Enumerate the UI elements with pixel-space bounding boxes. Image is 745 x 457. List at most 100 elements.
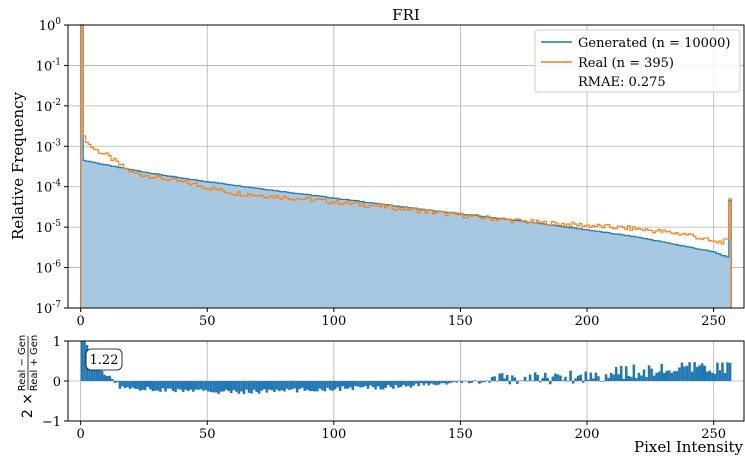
bottom-y-ticks: 1 0 −1 (42, 335, 68, 430)
diff-bar-27 (149, 381, 152, 390)
diff-bar-21 (133, 381, 137, 389)
diff-bar-198 (581, 381, 585, 383)
diff-bar-168 (506, 374, 509, 381)
diff-bar-103 (341, 381, 344, 387)
diff-bar-80 (283, 381, 286, 392)
diff-bar-214 (622, 378, 626, 381)
diff-bar-207 (604, 374, 608, 381)
bottom-xtick-label-150: 150 (448, 427, 473, 442)
diff-bar-127 (402, 381, 405, 385)
diff-bar-41 (184, 381, 187, 390)
bottom-ytick-label-1: 0 (53, 375, 61, 390)
diff-bar-83 (290, 381, 294, 390)
diff-bar-232 (668, 370, 671, 381)
diff-bar-88 (303, 381, 306, 391)
bottom-xtick-label-50: 50 (199, 427, 216, 442)
diff-bar-56 (222, 381, 225, 392)
diff-bar-45 (194, 381, 198, 390)
diff-bar-59 (230, 381, 233, 394)
diff-bar-78 (278, 381, 281, 392)
diff-bar-144 (445, 381, 448, 385)
diff-bar-129 (407, 381, 410, 386)
diff-bar-193 (569, 370, 572, 381)
diff-bar-213 (619, 365, 623, 381)
diff-bar-38 (176, 381, 180, 389)
diff-bar-136 (424, 381, 428, 384)
diff-bar-245 (700, 363, 704, 381)
diff-bar-162 (490, 376, 494, 381)
diff-bar-115 (371, 381, 375, 388)
diff-bar-151 (462, 380, 466, 382)
diff-bar-90 (308, 381, 312, 392)
diff-bar-163 (493, 376, 496, 381)
diff-bar-104 (343, 381, 347, 389)
diff-bar-141 (437, 381, 441, 385)
diff-bar-192 (566, 381, 570, 382)
diff-bar-177 (528, 374, 532, 381)
diff-bar-22 (136, 381, 139, 390)
diff-bar-218 (632, 364, 636, 381)
bottom-ytick-label-2: −1 (42, 415, 61, 430)
diff-bar-206 (602, 381, 605, 382)
diff-bar-225 (650, 368, 653, 381)
diff-bar-173 (518, 380, 522, 381)
diff-bar-48 (202, 381, 205, 391)
diff-bar-47 (199, 381, 203, 390)
diff-bar-89 (305, 381, 309, 390)
bottom-xtick-label-200: 200 (575, 427, 600, 442)
diff-bar-70 (257, 381, 261, 394)
diff-bar-244 (698, 365, 701, 381)
diff-bar-76 (273, 381, 276, 392)
diff-bar-101 (336, 381, 339, 388)
diff-bar-148 (455, 381, 458, 383)
diff-bar-143 (442, 381, 446, 383)
legend-box (534, 29, 741, 93)
diff-bar-105 (346, 381, 350, 389)
diff-bar-0 (80, 341, 84, 381)
diff-bar-25 (143, 381, 147, 391)
diff-bar-199 (584, 371, 588, 381)
diff-bar-180 (536, 374, 539, 381)
diff-bar-130 (409, 381, 413, 388)
diff-bar-172 (516, 381, 519, 384)
diff-bar-175 (523, 376, 527, 381)
diff-bar-85 (295, 381, 299, 393)
diff-bar-65 (245, 381, 248, 390)
diff-bar-202 (592, 378, 595, 381)
diff-bar-223 (645, 376, 648, 381)
top-y-ticks: 100 10-1 10-2 10-3 10-4 10-5 10-6 10-7 (36, 17, 68, 317)
diff-bar-95 (321, 381, 324, 391)
diff-bar-66 (247, 381, 251, 393)
diff-bar-29 (154, 381, 157, 391)
top-ytick-label-5: 10-5 (36, 219, 62, 236)
diff-bar-97 (326, 381, 329, 388)
callout-value: 1.22 (90, 353, 119, 368)
diff-bar-102 (338, 381, 342, 392)
diff-bar-159 (483, 381, 486, 383)
diff-bar-12 (111, 378, 114, 381)
diff-bar-134 (419, 381, 423, 384)
diff-bar-94 (318, 381, 322, 389)
generated-fill (80, 25, 732, 308)
diff-bar-123 (392, 381, 395, 389)
diff-bar-49 (204, 381, 208, 390)
diff-bar-210 (612, 374, 615, 381)
diff-bar-221 (640, 375, 643, 381)
diff-bar-46 (197, 381, 200, 390)
diff-bar-54 (217, 381, 220, 394)
top-x-ticks: 0 50 100 150 200 250 (77, 308, 726, 329)
callout-box (85, 348, 123, 371)
diff-bar-112 (364, 381, 367, 387)
diff-bar-67 (250, 381, 253, 394)
bottom-xtick-label-100: 100 (321, 427, 346, 442)
diff-bar-161 (488, 381, 491, 383)
diff-bar-118 (379, 381, 382, 390)
diff-bar-196 (576, 375, 580, 381)
top-xtick-label-50: 50 (199, 314, 216, 329)
diff-bar-201 (589, 372, 593, 381)
diff-bar-13 (113, 381, 117, 383)
diff-bar-184 (546, 378, 550, 381)
diff-bar-1 (83, 341, 86, 381)
diff-bar-18 (126, 381, 129, 388)
top-xtick-label-0: 0 (77, 314, 85, 329)
